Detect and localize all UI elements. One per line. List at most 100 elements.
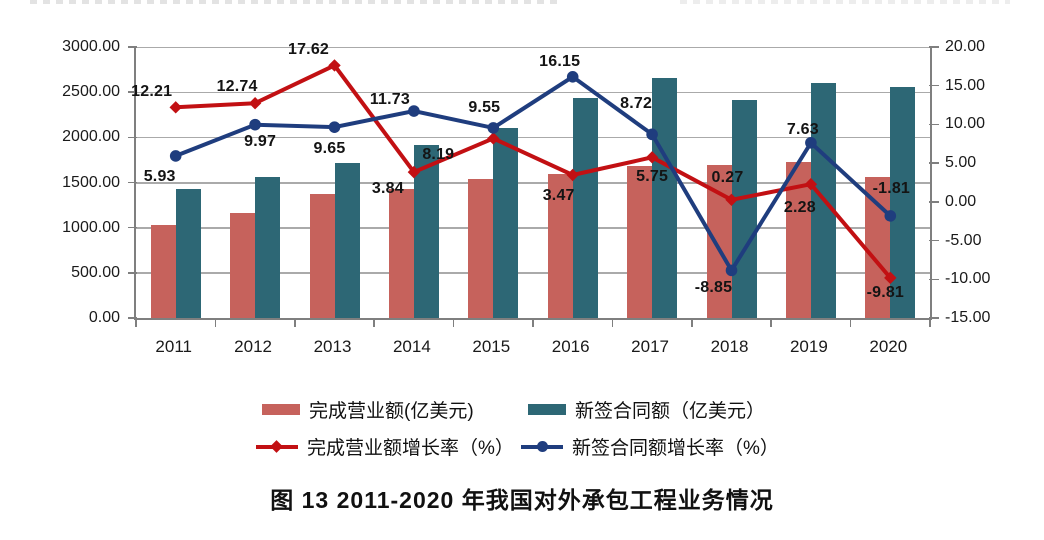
y-axis-label-left: 1000.00 (62, 218, 120, 236)
legend-label: 完成营业额(亿美元) (309, 401, 474, 422)
bar-new-contracts (652, 78, 678, 318)
y-axis-tick-right (929, 46, 939, 48)
legend-swatch-turnover-growth-line (256, 439, 298, 453)
gridline (136, 136, 930, 139)
bar-new-contracts (731, 99, 757, 318)
y-axis-label-left: 1500.00 (62, 173, 120, 191)
circle-marker-icon (487, 122, 500, 134)
data-label: 5.75 (636, 168, 669, 186)
data-label: 12.21 (131, 83, 173, 101)
y-axis-tick-right (929, 162, 939, 164)
gridline (136, 272, 930, 274)
contracts-growth-line (174, 74, 892, 275)
y-axis-label-right: 0.00 (945, 192, 977, 210)
y-axis-tick-right (929, 123, 939, 126)
x-axis-tick (929, 318, 931, 327)
y-axis-tick-left (128, 272, 137, 274)
y-axis-label-left: 3000.00 (62, 38, 120, 55)
legend-item-contracts-growth: 新签合同额增长率（%） (521, 433, 779, 460)
bar-new-contracts (255, 176, 281, 318)
legend-swatch-contracts-growth-line (521, 440, 563, 453)
y-axis-label-left: 500.00 (71, 263, 120, 281)
x-axis-label: 2019 (789, 337, 828, 356)
bar-new-contracts (493, 128, 519, 318)
data-label: 3.84 (371, 180, 404, 198)
growth-lines-layer (169, 59, 897, 285)
legend-label: 新签合同额（亿美元） (575, 401, 766, 422)
y-axis-tick-right (929, 278, 939, 281)
bar-completed-turnover (468, 178, 494, 318)
x-axis-label: 2015 (472, 337, 511, 356)
y-axis-tick-left (128, 317, 137, 319)
x-axis-tick (135, 318, 137, 327)
gridline (136, 227, 930, 229)
y-axis-label-left: 0.00 (88, 309, 120, 326)
legend-swatch-turnover-bar (262, 404, 300, 415)
data-label: 8.72 (620, 95, 653, 113)
y-axis-tick-right (929, 317, 939, 319)
x-axis-label: 2016 (551, 337, 590, 356)
y-axis-tick-right (929, 239, 939, 242)
y-axis-label-right: -10.00 (945, 270, 991, 288)
x-axis-label: 2017 (631, 337, 669, 356)
x-axis-label: 2012 (234, 337, 272, 356)
data-label: -8.85 (694, 279, 733, 297)
circle-marker-icon (169, 150, 182, 162)
diamond-marker-icon (725, 193, 738, 206)
y-axis-label-right: -15.00 (945, 309, 991, 326)
y-axis-tick-left (128, 136, 137, 139)
circle-marker-icon (249, 118, 261, 131)
data-label: 2.28 (783, 199, 816, 217)
x-axis-tick (373, 318, 375, 327)
bar-completed-turnover (388, 189, 414, 318)
diamond-marker-icon (487, 132, 500, 145)
data-label: 9.97 (244, 132, 277, 150)
x-axis-label: 2014 (392, 337, 431, 356)
y-axis-label-left: 2500.00 (62, 83, 120, 101)
x-axis-tick (214, 318, 217, 327)
x-axis-label: 2013 (313, 337, 352, 356)
bar-completed-turnover (230, 212, 256, 318)
x-axis-tick (770, 318, 772, 327)
x-axis-tick (294, 318, 296, 327)
y-axis-label-left: 2000.00 (62, 128, 120, 146)
y-axis-tick-left (128, 226, 137, 229)
circle-marker-icon (646, 128, 658, 141)
bar-completed-turnover (547, 174, 573, 318)
bar-completed-turnover (865, 177, 891, 318)
gridline (136, 91, 930, 94)
diamond-marker-icon (328, 59, 341, 72)
x-axis-tick (611, 318, 614, 327)
bar-completed-turnover (309, 194, 335, 318)
data-label: 8.19 (422, 146, 455, 164)
y-axis-label-right: 20.00 (945, 38, 986, 55)
legend-label: 新签合同额增长率（%） (572, 438, 779, 459)
circle-marker-icon (725, 264, 738, 277)
bar-completed-turnover (627, 165, 653, 318)
circle-marker-icon (536, 441, 548, 452)
bar-new-contracts (572, 97, 598, 318)
x-axis-label: 2018 (710, 337, 749, 356)
diamond-marker-icon (645, 151, 659, 164)
bar-new-contracts (175, 189, 201, 318)
x-axis-tick (691, 318, 693, 327)
data-label: 17.62 (287, 41, 330, 59)
y-axis-tick-right (929, 84, 939, 87)
legend-item-contracts: 新签合同额（亿美元） (528, 396, 765, 423)
bar-new-contracts (334, 163, 360, 318)
x-axis-tick (532, 318, 534, 327)
data-label: 0.27 (711, 168, 744, 186)
x-axis-label: 2011 (155, 337, 192, 356)
circle-marker-icon (408, 105, 420, 117)
data-label: 11.73 (369, 91, 410, 109)
data-label: 9.55 (468, 98, 501, 116)
circle-marker-icon (884, 210, 897, 222)
x-axis-tick (452, 318, 455, 327)
diamond-marker-icon (407, 165, 421, 179)
y-axis-label-right: 5.00 (945, 154, 977, 172)
circle-marker-icon (328, 121, 341, 133)
data-label: 12.74 (216, 78, 258, 96)
data-label: 5.93 (143, 167, 176, 185)
plot-area: 12.21 12.74 17.62 3.84 8.19 3.47 5.75 0.27 2.28 -… (128, 41, 939, 327)
